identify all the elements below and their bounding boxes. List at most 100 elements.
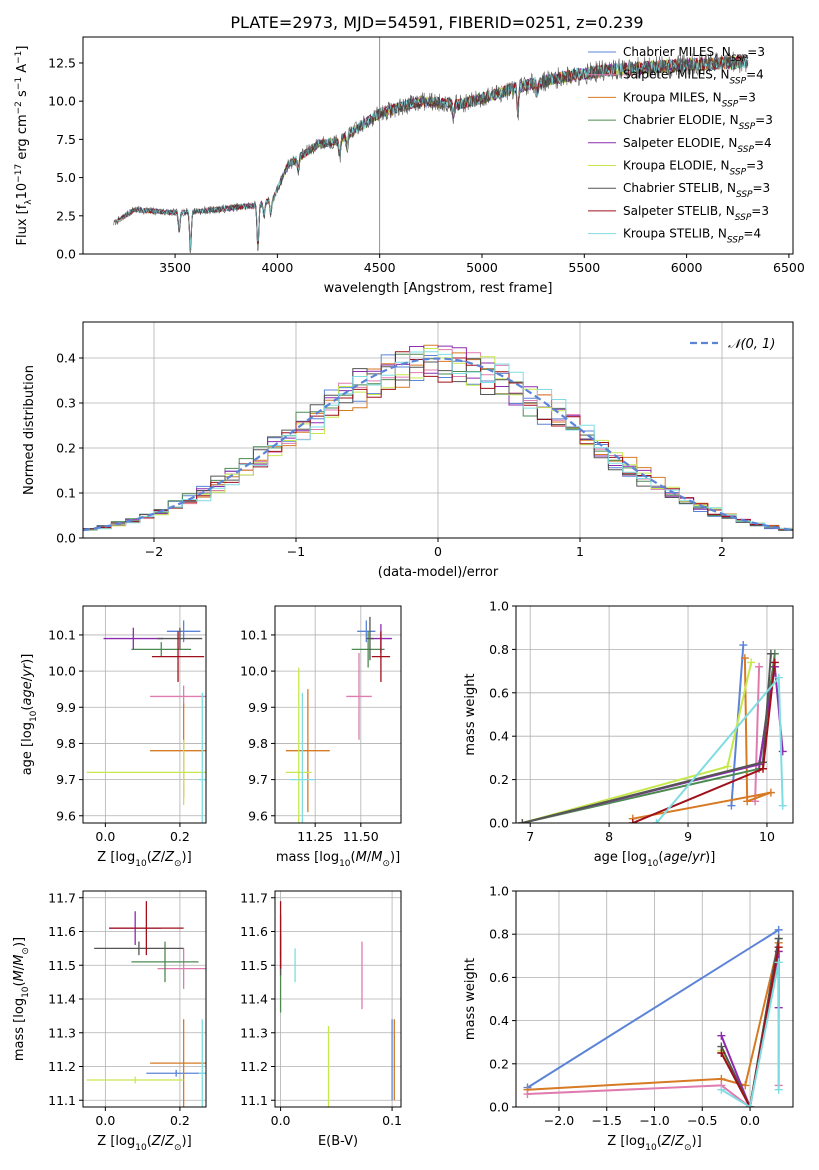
label-fragment: ) <box>705 850 710 865</box>
label-fragment: ) <box>182 1134 187 1149</box>
model-spectrum-kroupa_stelib <box>116 54 748 249</box>
panel-age_vs_metallicity: 0.0 0.29.69.79.89.910.010.1Z [log10(Z/Z⊙)… <box>20 605 207 869</box>
weight-marker <box>727 801 736 810</box>
plot-area <box>113 37 749 254</box>
y-tick-label: 1.0 <box>489 599 509 614</box>
model-spectrum-chabrier_elodie <box>116 55 749 250</box>
label-fragment: =3 <box>753 181 771 195</box>
axes-frame <box>274 890 402 1108</box>
x-tick-label: 7 <box>526 829 534 844</box>
label-fragment: / <box>161 1134 166 1149</box>
label-fragment: / <box>671 1134 676 1149</box>
label-fragment: ⊙ <box>21 947 31 955</box>
legend-label: 𝒩(0, 1) <box>728 337 775 352</box>
y-tick-label: 10.0 <box>48 94 76 109</box>
legend-label: Kroupa ELODIE, NSSP=3 <box>623 159 764 178</box>
weight-marker <box>717 1049 726 1057</box>
weight-marker <box>774 958 783 967</box>
errorbar-kroupa_miles <box>150 1019 206 1107</box>
weight-marker <box>770 658 779 667</box>
label-fragment: Z [ <box>97 1134 115 1149</box>
label-fragment: −1 <box>14 77 24 90</box>
weight-line-chabrier_stelib <box>720 938 780 1107</box>
label-fragment: Flux [f <box>15 204 30 245</box>
label-fragment: ] <box>20 654 35 659</box>
weight-line-kroupa_stelib <box>720 961 780 1107</box>
y-axis-label: mass weight <box>463 958 478 1040</box>
weight-marker <box>523 1090 532 1099</box>
weight-marker <box>739 641 748 650</box>
weight-line-kroupa_miles <box>527 942 780 1091</box>
weight-marker <box>774 925 783 934</box>
label-fragment: ] <box>710 850 715 865</box>
label-fragment: Z [ <box>97 850 115 865</box>
axes-frame <box>274 605 402 824</box>
y-tick-label: 11.3 <box>240 1025 268 1040</box>
y-tick-label: 10.0 <box>48 664 76 679</box>
label-fragment: mass weight <box>463 673 478 755</box>
errorbar-salpeter_miles <box>157 948 206 989</box>
weight-line-salpeter_stelib <box>720 947 780 1107</box>
y-axis-label: Flux [fλ10−17 erg cm−2 s−1 A−1] <box>14 46 34 246</box>
x-tick-label: 11.25 <box>297 829 333 844</box>
x-tick-label: −0.5 <box>687 1113 717 1128</box>
weight-marker <box>717 1031 726 1040</box>
y-tick-label: 11.7 <box>48 890 76 905</box>
legend-label: Chabrier STELIB, NSSP=3 <box>623 181 770 200</box>
y-tick-label: 0.0 <box>489 816 509 831</box>
label-fragment: log <box>115 850 135 865</box>
label-fragment: ⊙ <box>684 1143 692 1153</box>
weight-marker <box>628 819 637 823</box>
errorbar-kroupa_miles <box>285 689 330 813</box>
label-fragment: / <box>367 850 372 865</box>
label-fragment: M <box>12 955 27 966</box>
label-fragment: log <box>627 850 647 865</box>
label-fragment: Kroupa ELODIE, N <box>623 159 730 173</box>
legend-label: Salpeter MILES, NSSP=4 <box>623 68 764 87</box>
histogram-salpeter_stelib <box>83 351 793 530</box>
label-fragment: ) <box>182 850 187 865</box>
y-tick-label: 0.8 <box>489 927 509 942</box>
label-fragment: Kroupa MILES, N <box>623 90 722 104</box>
model-spectrum-chabrier_miles <box>116 54 749 248</box>
x-tick-label: −1.0 <box>639 1113 669 1128</box>
label-fragment: −17 <box>14 164 24 183</box>
plot-area <box>279 901 395 1107</box>
errorbar-chabrier_elodie <box>131 941 199 983</box>
y-tick-label: 11.6 <box>240 924 268 939</box>
label-fragment: =3 <box>746 159 764 173</box>
panel-mass_vs_ebv: 0.0 0.1 11.1 11.2 11.3 11.4 11.5 11.6 11.7 E(B-V) <box>240 890 402 1149</box>
label-fragment: Salpeter STELIB, N <box>623 204 735 218</box>
y-axis-label: age [log10(age/yr)] <box>20 654 39 776</box>
label-fragment: Normed distribution <box>22 365 37 495</box>
x-axis-label: (data-model)/error <box>378 565 499 580</box>
plot-area <box>518 641 787 823</box>
x-tick-label: 6500 <box>773 260 805 275</box>
label-fragment: ] <box>187 850 192 865</box>
label-fragment: 10 <box>15 183 30 200</box>
y-tick-label: 0.6 <box>489 685 509 700</box>
y-tick-label: 11.1 <box>240 1093 268 1108</box>
label-fragment: ⊙ <box>174 1143 182 1153</box>
label-fragment: −1 <box>14 51 24 64</box>
weight-marker <box>741 1081 750 1090</box>
axes-frame <box>515 890 794 1108</box>
y-tick-label: 9.7 <box>248 772 268 787</box>
errorbar-salpeter_miles <box>346 653 372 740</box>
panel-mass_vs_metallicity: 0.0 0.211.111.211.311.411.511.611.7Z [log… <box>12 890 207 1153</box>
weight-line-chabrier_miles <box>526 929 780 1089</box>
label-fragment: ( <box>20 706 35 711</box>
y-tick-label: 0.0 <box>56 531 76 546</box>
y-tick-label: 0.2 <box>489 1056 509 1071</box>
x-axis-label: Z [log10(Z/Z⊙)] <box>97 1134 191 1153</box>
weight-marker <box>778 801 787 810</box>
x-tick-label: 0.2 <box>170 829 190 844</box>
label-fragment: 10 <box>135 859 147 869</box>
label-fragment: SSP <box>727 236 744 246</box>
x-tick-label: 0.0 <box>95 829 115 844</box>
label-fragment: SSP <box>722 99 739 109</box>
label-fragment: age <box>663 850 687 865</box>
x-tick-label: 4500 <box>364 260 396 275</box>
legend-label: Chabrier MILES, NSSP=3 <box>623 45 765 64</box>
histogram-salpeter_elodie <box>83 345 793 530</box>
